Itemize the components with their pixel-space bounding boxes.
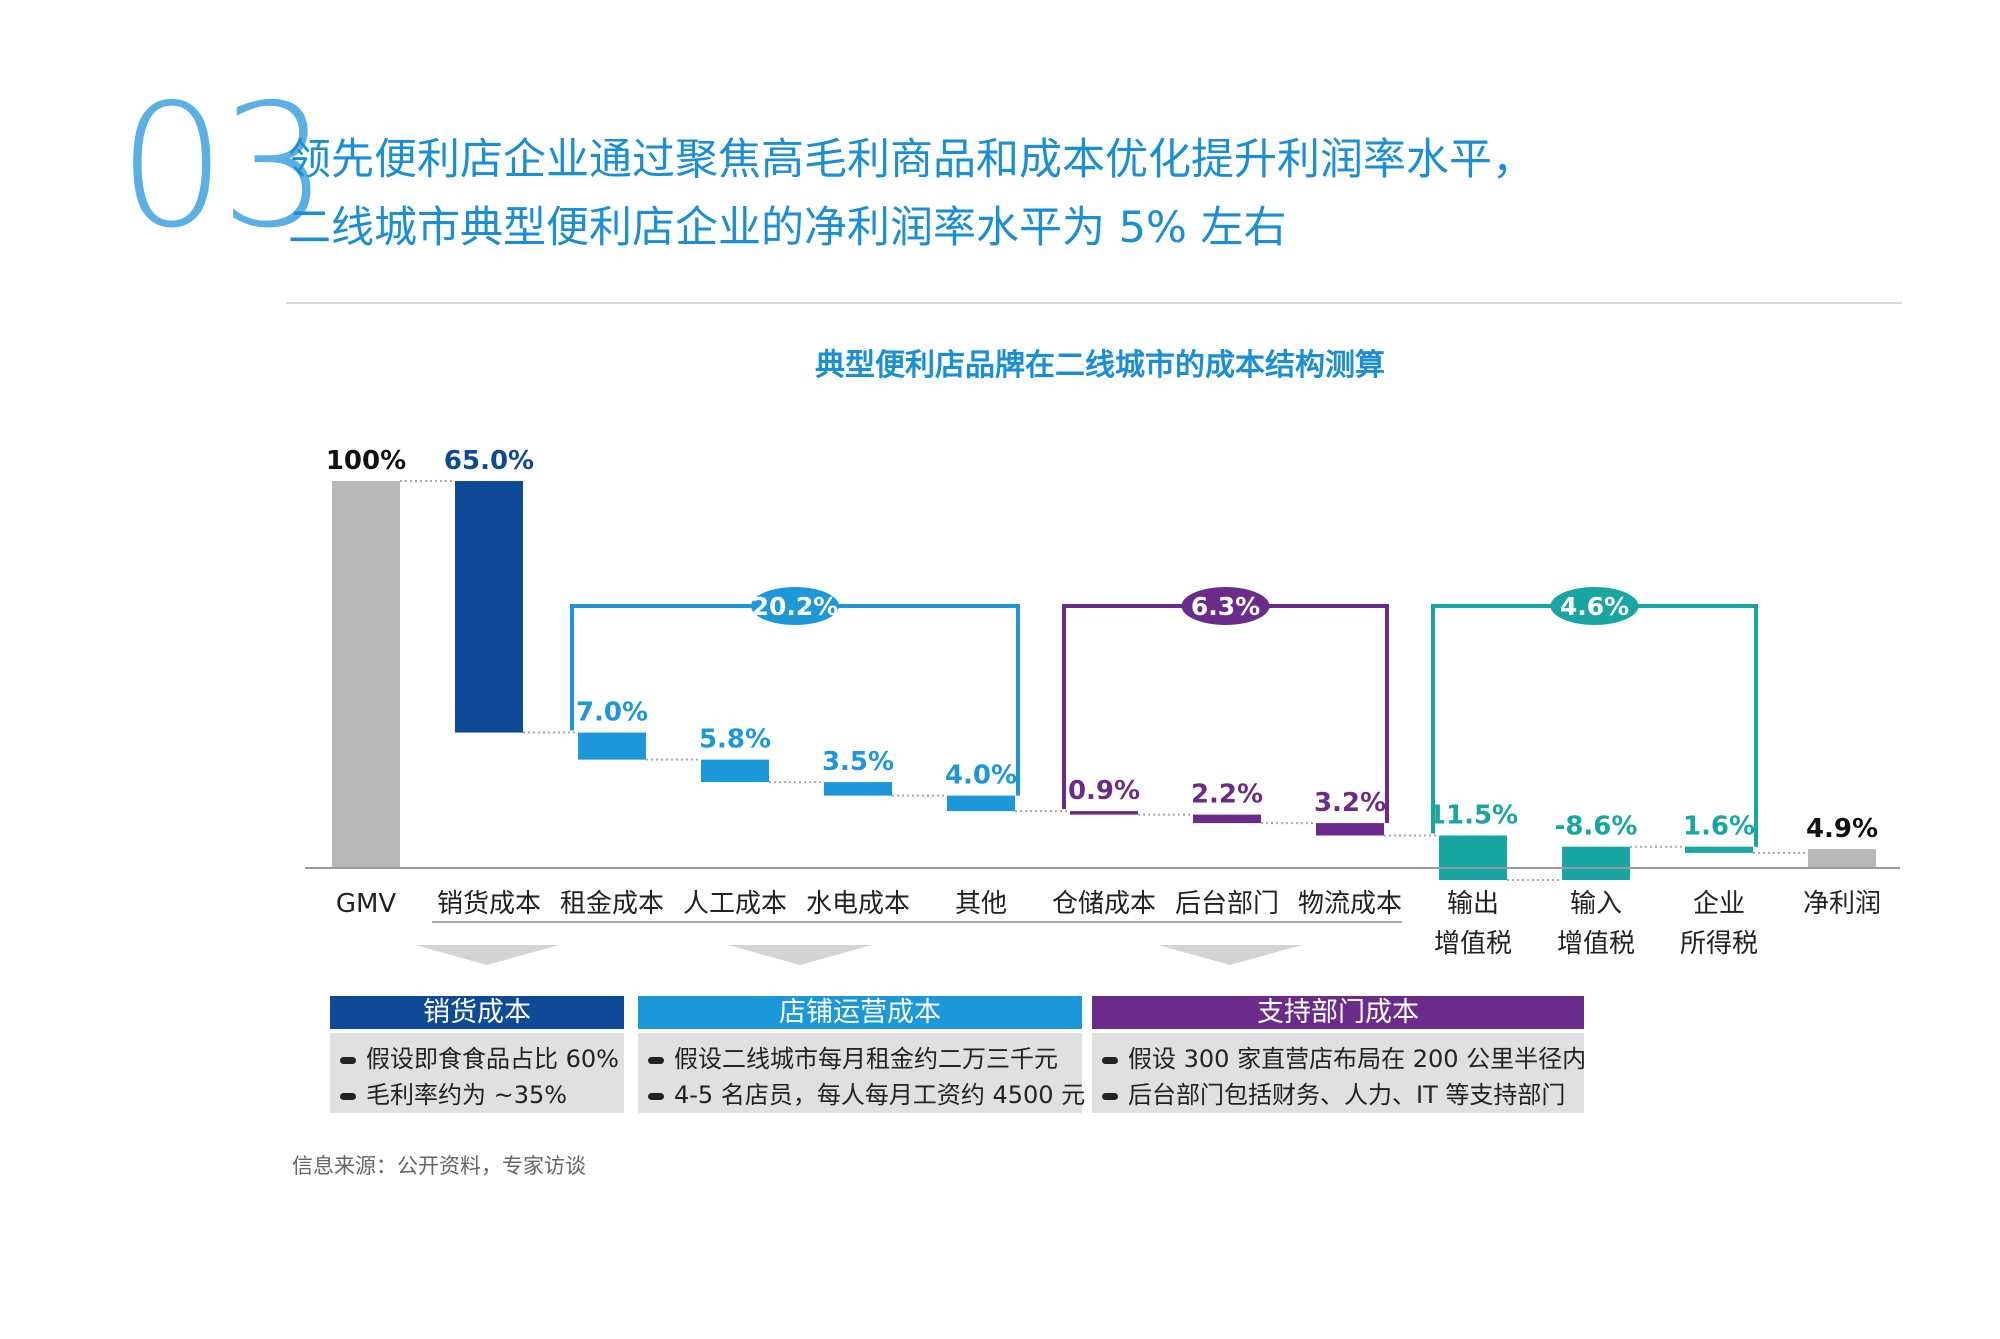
bullet-icon — [1102, 1056, 1118, 1064]
category-label: 人工成本 — [683, 889, 787, 919]
bar — [455, 481, 523, 733]
note-body: 假设二线城市每月租金约二万三千元 4-5 名店员，每人每月工资约 4500 元 — [638, 1033, 1085, 1113]
group-total-badge — [1550, 587, 1639, 625]
note-body: 假设即食食品占比 60% 毛利率约为 ~35% — [330, 1033, 624, 1113]
divider — [286, 302, 1902, 304]
category-label: 输出 — [1447, 889, 1499, 919]
source-note: 信息来源：公开资料，专家访谈 — [292, 1154, 586, 1178]
group-total-label: 6.3% — [1191, 592, 1260, 621]
value-label: 3.5% — [822, 747, 894, 777]
section-number: 03 — [118, 68, 328, 266]
category-label: 仓储成本 — [1052, 889, 1156, 919]
pointer-arrow-icon — [728, 945, 872, 965]
note-body: 假设 300 家直营店布局在 200 公里半径内 后台部门包括财务、人力、IT … — [1092, 1033, 1586, 1113]
value-label: 7.0% — [576, 698, 648, 728]
note-box-support-cost: 支持部门成本 假设 300 家直营店布局在 200 公里半径内 后台部门包括财务… — [1092, 996, 1586, 1113]
note-item: 毛利率约为 ~35% — [330, 1077, 624, 1113]
note-header: 店铺运营成本 — [638, 996, 1082, 1029]
bar — [1808, 849, 1876, 868]
note-box-sales-cost: 销货成本 假设即食食品占比 60% 毛利率约为 ~35% — [330, 996, 624, 1113]
value-label: 2.2% — [1191, 780, 1263, 810]
category-label: 租金成本 — [560, 889, 664, 919]
category-label: 物流成本 — [1298, 889, 1402, 919]
category-label: 输入 — [1570, 889, 1622, 919]
headline-line-1: 领先便利店企业通过聚焦高毛利商品和成本优化提升利润率水平， — [288, 135, 1535, 185]
note-box-store-cost: 店铺运营成本 假设二线城市每月租金约二万三千元 4-5 名店员，每人每月工资约 … — [638, 996, 1085, 1113]
category-label: 企业 — [1693, 889, 1745, 919]
note-item: 假设即食食品占比 60% — [330, 1041, 624, 1077]
category-label: 净利润 — [1803, 889, 1881, 919]
group-total-label: 4.6% — [1560, 592, 1629, 621]
bullet-icon — [1102, 1092, 1118, 1100]
bar — [1316, 823, 1384, 836]
value-label: 11.5% — [1428, 800, 1518, 830]
value-label: 65.0% — [444, 446, 534, 476]
pointer-arrow-icon — [1158, 945, 1302, 965]
pointer-arrow-icon — [415, 945, 559, 965]
value-label: -8.6% — [1555, 812, 1638, 842]
bar — [1193, 814, 1261, 824]
category-label: 销货成本 — [437, 889, 541, 919]
note-item: 4-5 名店员，每人每月工资约 4500 元 — [638, 1077, 1085, 1113]
note-item: 假设 300 家直营店布局在 200 公里半径内 — [1092, 1041, 1586, 1077]
bar — [578, 732, 646, 760]
bar — [1562, 846, 1630, 880]
category-label: 增值税 — [1557, 929, 1635, 959]
value-label: 100% — [326, 446, 406, 476]
group-total-badge — [1181, 587, 1270, 625]
note-item: 假设二线城市每月租金约二万三千元 — [638, 1041, 1082, 1077]
bar — [701, 759, 769, 783]
value-label: 4.9% — [1806, 814, 1878, 844]
value-label: 0.9% — [1068, 776, 1140, 806]
category-label: GMV — [336, 889, 397, 919]
category-label: 水电成本 — [806, 889, 910, 919]
value-label: 3.2% — [1314, 788, 1386, 818]
note-header: 支持部门成本 — [1092, 996, 1584, 1029]
category-label: 所得税 — [1680, 929, 1758, 959]
bullet-icon — [648, 1056, 664, 1064]
bar — [332, 481, 400, 868]
group-total-label: 20.2% — [752, 592, 839, 621]
bar — [1685, 846, 1753, 853]
group-total-badge — [751, 587, 839, 625]
note-item: 后台部门包括财务、人力、IT 等支持部门 — [1092, 1077, 1584, 1113]
bullet-icon — [340, 1092, 356, 1100]
chart-title: 典型便利店品牌在二线城市的成本结构测算 — [815, 348, 1385, 383]
value-label: 1.6% — [1683, 812, 1755, 842]
bullet-icon — [340, 1056, 356, 1064]
category-label: 其他 — [955, 889, 1007, 919]
note-header: 销货成本 — [330, 996, 624, 1029]
value-label: 4.0% — [945, 761, 1017, 791]
category-label: 增值税 — [1434, 929, 1512, 959]
bar — [1439, 835, 1507, 880]
value-label: 5.8% — [699, 725, 771, 755]
category-label: 后台部门 — [1175, 889, 1279, 919]
bar — [947, 795, 1015, 812]
bullet-icon — [648, 1092, 664, 1100]
bar — [824, 782, 892, 796]
bar — [1070, 811, 1138, 815]
headline-line-2: 二线城市典型便利店企业的净利润率水平为 5% 左右 — [288, 203, 1287, 253]
